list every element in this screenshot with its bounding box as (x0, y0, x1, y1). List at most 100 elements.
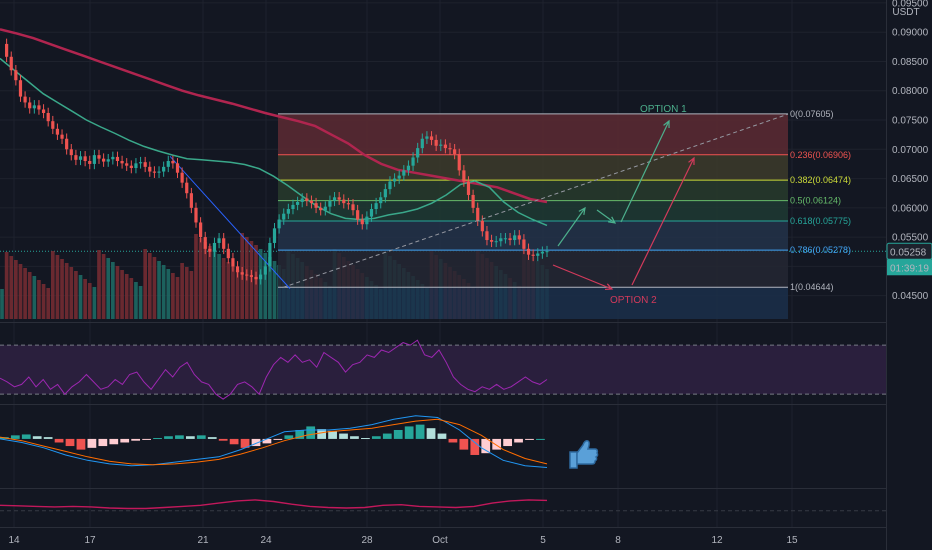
candle-body (208, 248, 212, 252)
macd-histogram-bar (295, 429, 305, 439)
macd-histogram-bar (503, 438, 512, 447)
candle-body (508, 238, 512, 241)
candle-body (14, 70, 18, 81)
time-tick-label: 24 (260, 535, 272, 546)
candle-body (152, 171, 157, 173)
candle-body (231, 258, 235, 267)
candle-body (106, 159, 110, 162)
candle-body (356, 210, 360, 220)
candle-body (115, 156, 120, 161)
candle-body (328, 200, 332, 207)
time-tick-label: 21 (197, 535, 209, 546)
macd-histogram-bar (109, 438, 119, 445)
volume-bar (32, 276, 37, 319)
macd-histogram-bar (76, 438, 86, 450)
current-price-label: 0.05258 (890, 247, 927, 258)
macd-histogram-bar (120, 438, 130, 443)
volume-bar (74, 271, 78, 319)
time-scale[interactable] (0, 528, 886, 550)
candle-body (337, 197, 341, 200)
price-axis-labels: 0.09500 0.09000 0.08500 0.08000 0.07500 0.070… (886, 0, 932, 302)
candle-body (129, 165, 133, 169)
volume-bar (166, 269, 171, 319)
macd-histogram-bar (492, 438, 502, 450)
candle-body (397, 175, 401, 179)
candle-body (503, 238, 508, 240)
candle-body (171, 161, 175, 164)
candle-body (217, 238, 221, 243)
candle-body (457, 153, 461, 171)
volume-bar (55, 255, 60, 319)
macd-histogram-bar (514, 438, 523, 443)
volume-bar (147, 253, 152, 319)
fib-zone (278, 180, 788, 201)
candle-body (411, 157, 415, 166)
option2-arrow-head (604, 283, 614, 291)
macd-histogram-bar (153, 438, 162, 440)
candlesticks (5, 38, 549, 285)
candle-body (383, 189, 387, 198)
volume-bar (138, 286, 143, 319)
candle-body (388, 181, 392, 190)
volume-bar (231, 266, 235, 319)
candle-body (494, 241, 498, 243)
candle-body (5, 43, 9, 57)
macd-histogram-bar (459, 438, 469, 450)
price-tick-label: 0.06500 (892, 174, 929, 185)
candle-body (513, 235, 517, 241)
candle-body (346, 203, 351, 205)
candle-body (434, 139, 438, 146)
candle-body (162, 166, 166, 172)
candle-body (138, 162, 143, 164)
candle-body (277, 219, 281, 229)
fibonacci-retracement[interactable]: 0(0.07605) 0.236(0.06906) 0.382(0.06474) 0.… (278, 109, 851, 319)
volume-bar (64, 263, 69, 319)
candle-body (342, 199, 346, 204)
candle-body (323, 206, 327, 211)
option2-label: OPTION 2 (610, 295, 657, 306)
candle-body (194, 207, 198, 223)
price-tick-label: 0.07500 (892, 116, 929, 127)
macd-histogram-bar (185, 436, 195, 439)
option2-arrow-head (688, 156, 695, 166)
volume-bar (212, 250, 217, 319)
volume-bar (175, 277, 180, 319)
candle-body (189, 193, 193, 208)
signal-line (0, 418, 548, 466)
macd-histogram-bar (525, 438, 534, 440)
macd-histogram-bar (10, 435, 20, 439)
fib-zone (278, 287, 788, 319)
macd-histogram-bar (382, 433, 392, 439)
macd-histogram-bar (65, 438, 75, 447)
candle-body (102, 158, 106, 162)
candle-body (545, 251, 549, 253)
fib-label: 0.786(0.05278) (790, 245, 851, 255)
option1-label: OPTION 1 (640, 104, 687, 115)
drawings[interactable]: OPTION 1 OPTION 2 (282, 104, 789, 306)
fib-zone (278, 200, 788, 222)
macd-histogram-bar (328, 430, 337, 439)
macd-histogram-bar (361, 438, 370, 440)
time-tick-label: 14 (8, 535, 20, 546)
candle-body (41, 109, 46, 113)
candle-body (23, 96, 27, 103)
candle-body (18, 80, 23, 97)
volume-bar (46, 288, 51, 319)
candle-body (295, 201, 300, 205)
volume-bar (129, 278, 134, 319)
candle-body (83, 156, 87, 161)
price-tick-label: 0.09500 (892, 0, 929, 9)
candle-body (240, 272, 244, 275)
candle-body (531, 254, 535, 256)
volume-bar (14, 260, 18, 319)
candle-body (263, 266, 267, 275)
candle-body (453, 149, 457, 154)
fib-zone (278, 221, 788, 251)
volume-bar (171, 273, 175, 319)
volume-bar (92, 287, 97, 319)
candle-body (166, 161, 170, 167)
candle-body (125, 163, 129, 166)
candle-body (499, 238, 503, 242)
price-tick-label: 0.04500 (892, 291, 929, 302)
